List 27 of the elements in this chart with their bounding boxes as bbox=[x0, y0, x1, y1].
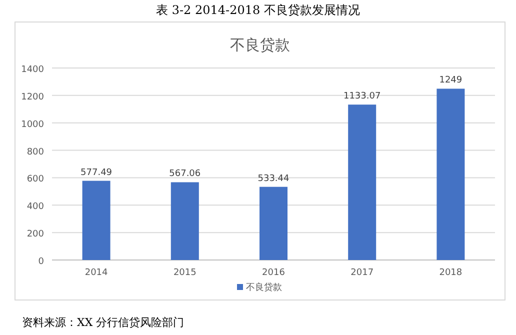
y-tick-label: 200 bbox=[26, 230, 44, 240]
data-label: 533.44 bbox=[258, 174, 290, 184]
y-tick-label: 1000 bbox=[21, 120, 44, 130]
data-label: 1249 bbox=[439, 76, 462, 86]
y-tick-label: 0 bbox=[38, 257, 44, 267]
data-label: 1133.07 bbox=[343, 92, 381, 102]
y-tick-label: 800 bbox=[26, 147, 44, 158]
x-tick-label: 2016 bbox=[262, 268, 286, 278]
data-label: 577.49 bbox=[80, 168, 112, 178]
y-tick-label: 1400 bbox=[21, 65, 44, 75]
data-label: 567.06 bbox=[169, 169, 201, 180]
y-tick-label: 1200 bbox=[21, 92, 44, 102]
y-tick-label: 600 bbox=[26, 174, 44, 185]
bar bbox=[436, 88, 465, 260]
bar bbox=[170, 182, 199, 260]
x-tick-label: 2018 bbox=[439, 268, 462, 278]
bar bbox=[82, 180, 110, 260]
y-tick-label: 400 bbox=[26, 202, 44, 212]
text: 表 3-2 2014-2018 不良贷款发展情况 bbox=[156, 3, 360, 17]
legend-label: 不良贷款 bbox=[246, 282, 282, 293]
x-tick-label: 2014 bbox=[84, 268, 108, 278]
text: 资料来源：XX 分行信贷风险部门 bbox=[22, 316, 184, 329]
x-tick-label: 2015 bbox=[173, 268, 196, 278]
x-tick-label: 2017 bbox=[350, 268, 374, 278]
chart-title: 不良贷款 bbox=[230, 36, 290, 54]
bar bbox=[348, 104, 376, 260]
bar bbox=[260, 186, 288, 260]
